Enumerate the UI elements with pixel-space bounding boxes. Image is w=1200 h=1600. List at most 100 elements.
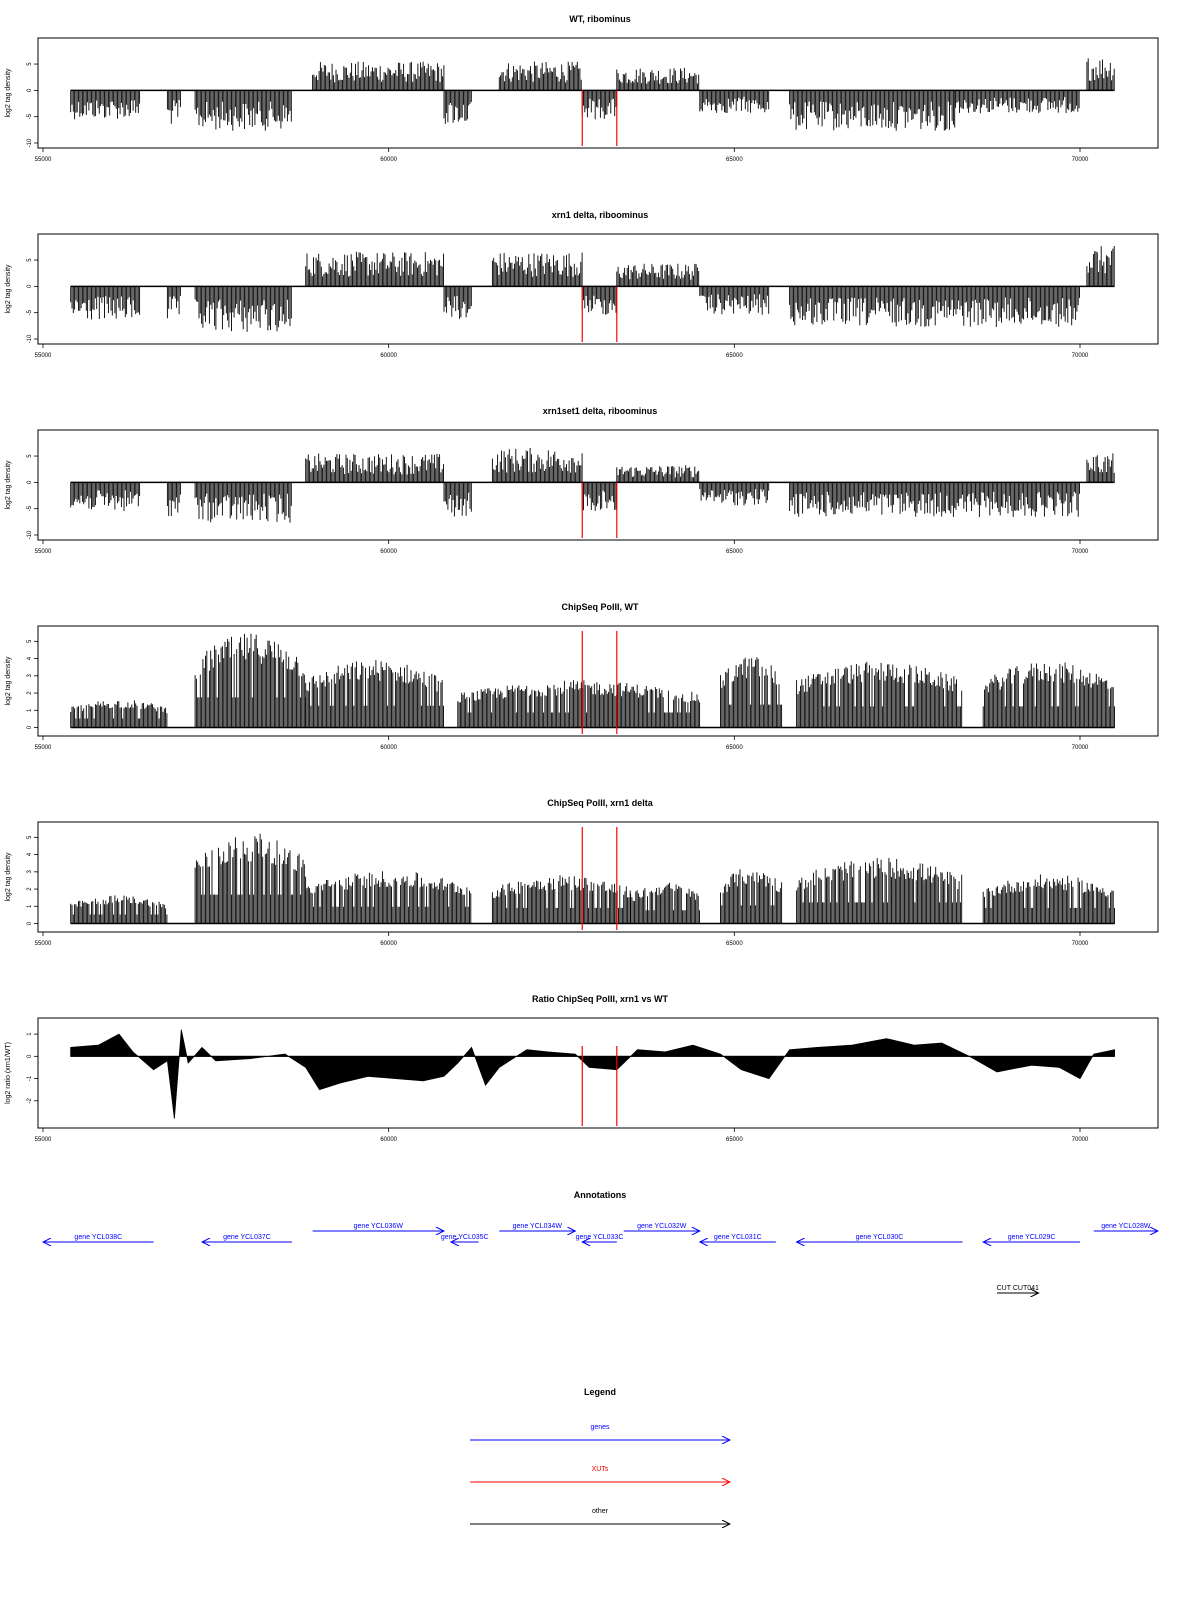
- y-tick-label: 1: [27, 1032, 33, 1036]
- x-tick-label: 65000: [726, 549, 743, 555]
- signal-segment: [194, 633, 307, 728]
- x-tick-label: 70000: [1072, 549, 1089, 555]
- legend-label: XUTs: [592, 1466, 609, 1473]
- y-tick-label: 5: [27, 454, 33, 458]
- signal-segment: [1086, 453, 1115, 483]
- signal-segment: [630, 882, 700, 924]
- signal-segment: [789, 482, 1080, 517]
- signal-segment: [955, 90, 1080, 114]
- gene-label: gene YCL036W: [354, 1223, 404, 1230]
- other-feature-label: CUT CUT041: [997, 1285, 1039, 1292]
- y-tick-label: 3: [27, 869, 33, 873]
- y-tick-label: 1: [27, 904, 33, 908]
- signal-segment: [982, 874, 1115, 924]
- y-tick-label: 1: [27, 708, 33, 712]
- signal-segment: [616, 465, 700, 483]
- ratio-area: [70, 1029, 1116, 1119]
- x-tick-label: 55000: [35, 549, 52, 555]
- signal-segment: [70, 700, 168, 728]
- y-tick-label: 5: [27, 639, 33, 643]
- x-tick-label: 70000: [1072, 157, 1089, 163]
- signal-segment: [581, 90, 617, 120]
- signal-segment: [720, 657, 783, 728]
- x-tick-label: 60000: [380, 549, 397, 555]
- signal-segment: [166, 482, 181, 516]
- signal-segment: [70, 895, 168, 924]
- panel-frame: [37, 1017, 1159, 1129]
- panel-title: ChipSeq PolII, WT: [562, 602, 639, 612]
- y-tick-label: 2: [27, 887, 33, 891]
- signal-segment: [616, 263, 700, 287]
- signal-segment: [796, 858, 963, 924]
- signal-segment: [581, 286, 617, 315]
- x-tick-label: 65000: [726, 157, 743, 163]
- gene-label: gene YCL028W: [1101, 1223, 1151, 1230]
- signal-segment: [491, 252, 583, 287]
- panel-title: ChipSeq PolII, xrn1 delta: [547, 798, 654, 808]
- gene-label: gene YCL034W: [513, 1223, 563, 1230]
- legend-label: other: [592, 1508, 609, 1515]
- annotations-title: Annotations: [574, 1190, 627, 1200]
- signal-segment: [720, 869, 783, 924]
- signal-segment: [305, 251, 444, 287]
- y-axis-label: log2 tag density: [5, 68, 12, 118]
- panel-frame: [37, 429, 1159, 541]
- x-tick-label: 60000: [380, 353, 397, 359]
- y-tick-label: -5: [27, 309, 33, 315]
- y-tick-label: 0: [27, 88, 33, 92]
- gene-label: gene YCL033C: [576, 1234, 624, 1241]
- y-tick-label: 5: [27, 62, 33, 66]
- x-tick-label: 60000: [380, 941, 397, 947]
- gene-label: gene YCL031C: [714, 1234, 762, 1241]
- signal-segment: [305, 660, 444, 728]
- y-axis-label: log2 tag density: [5, 852, 12, 902]
- signal-segment: [305, 871, 472, 924]
- signal-segment: [70, 90, 141, 120]
- y-tick-label: 5: [27, 835, 33, 839]
- y-tick-label: 3: [27, 673, 33, 677]
- panel-frame: [37, 37, 1159, 149]
- y-tick-label: 0: [27, 1054, 33, 1058]
- y-tick-label: 0: [27, 284, 33, 288]
- x-tick-label: 55000: [35, 941, 52, 947]
- x-tick-label: 60000: [380, 745, 397, 751]
- signal-segment: [312, 61, 445, 91]
- signal-segment: [491, 448, 583, 483]
- signal-segment: [166, 90, 181, 124]
- y-tick-label: -1: [27, 1075, 33, 1081]
- signal-segment: [616, 67, 700, 91]
- gene-label: gene YCL037C: [223, 1234, 271, 1241]
- signal-segment: [699, 286, 770, 315]
- signal-segment: [457, 680, 701, 728]
- x-tick-label: 55000: [35, 157, 52, 163]
- gene-label: gene YCL032W: [637, 1223, 687, 1230]
- y-tick-label: 5: [27, 258, 33, 262]
- signal-segment: [70, 482, 141, 511]
- signal-segment: [194, 286, 292, 332]
- y-tick-label: -2: [27, 1097, 33, 1103]
- gene-label: gene YCL029C: [1008, 1234, 1056, 1241]
- x-tick-label: 70000: [1072, 1137, 1089, 1143]
- signal-segment: [796, 661, 963, 728]
- x-tick-label: 55000: [35, 353, 52, 359]
- y-tick-label: -5: [27, 113, 33, 119]
- legend-title: Legend: [584, 1387, 616, 1397]
- gene-label: gene YCL038C: [74, 1234, 122, 1241]
- panel-title: xrn1 delta, riboominus: [552, 210, 649, 220]
- signal-segment: [789, 90, 956, 131]
- x-tick-label: 55000: [35, 745, 52, 751]
- signal-segment: [305, 453, 444, 483]
- signal-segment: [699, 482, 770, 506]
- signal-segment: [194, 482, 292, 523]
- x-tick-label: 65000: [726, 1137, 743, 1143]
- signal-segment: [443, 90, 472, 124]
- y-tick-label: 0: [27, 480, 33, 484]
- panel-title: WT, ribominus: [569, 14, 631, 24]
- signal-segment: [194, 833, 307, 924]
- panel-frame: [37, 233, 1159, 345]
- y-tick-label: 4: [27, 656, 33, 660]
- signal-segment: [166, 286, 181, 319]
- x-tick-label: 70000: [1072, 745, 1089, 751]
- signal-segment: [699, 90, 770, 113]
